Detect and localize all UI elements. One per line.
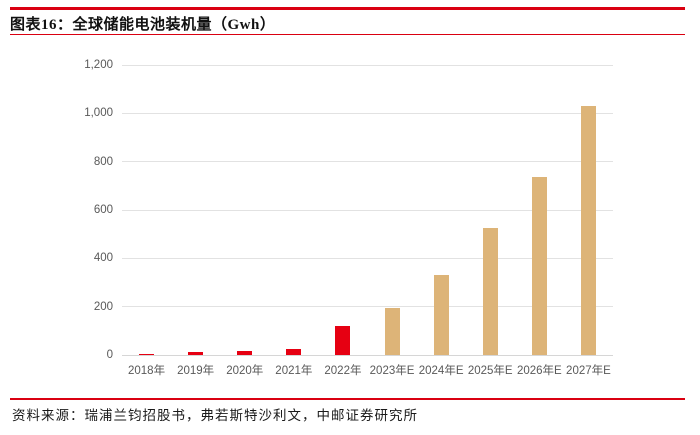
y-axis-tick-label: 400 [93, 252, 113, 265]
bar-2019年 [188, 352, 204, 355]
gridline-y-0 [122, 354, 613, 356]
x-axis-tick-label: 2027年E [566, 365, 611, 377]
y-axis-tick-label: 200 [93, 300, 113, 313]
y-axis-tick-label: 600 [93, 204, 113, 216]
bar-2025年E [482, 227, 498, 355]
gridline-y-1200 [122, 64, 613, 66]
header-bottom-rule [10, 34, 685, 35]
y-axis-tick-label: 800 [93, 155, 113, 168]
bar-2021年 [286, 348, 302, 355]
x-axis-tick-label: 2023年E [369, 365, 415, 377]
bar-2020年 [237, 351, 253, 355]
y-axis-tick-label: 1,200 [84, 59, 113, 71]
source-note: 资料来源：瑞浦兰钧招股书，弗若斯特沙利文，中邮证券研究所 [12, 408, 418, 423]
x-axis-tick-label: 2018年 [128, 365, 166, 377]
bar-chart: 0 200 400 600 800 1,000 1,200 2018年 2019年 2020年 20… [0, 40, 700, 395]
x-axis-tick-label: 2022年 [324, 365, 362, 377]
gridline-y-800 [122, 161, 613, 163]
bar-2022年 [335, 325, 351, 355]
gridline-y-1000 [122, 112, 613, 114]
header-top-rule [10, 7, 685, 10]
gridline-y-400 [122, 257, 613, 259]
x-axis-tick-label: 2026年E [516, 365, 562, 377]
bar-2018年 [139, 353, 155, 355]
bar-2023年E [384, 307, 400, 355]
x-axis-tick-label: 2021年 [275, 365, 313, 377]
gridline-y-600 [122, 209, 613, 211]
x-axis-tick-label: 2020年 [226, 365, 264, 377]
y-axis-tick-label: 1,000 [84, 107, 113, 120]
x-axis-tick-label: 2025年E [467, 365, 513, 377]
page-title: 图表16：全球储能电池装机量（Gwh） [10, 17, 276, 33]
footer-rule [10, 398, 685, 400]
bar-2026年E [531, 176, 547, 355]
bar-2027年E [580, 106, 596, 355]
bar-2024年E [433, 275, 449, 355]
y-axis-tick-label: 0 [106, 349, 113, 361]
x-axis-tick-label: 2024年E [418, 365, 464, 377]
x-axis-tick-label: 2019年 [177, 365, 215, 377]
gridline-y-200 [122, 306, 613, 308]
